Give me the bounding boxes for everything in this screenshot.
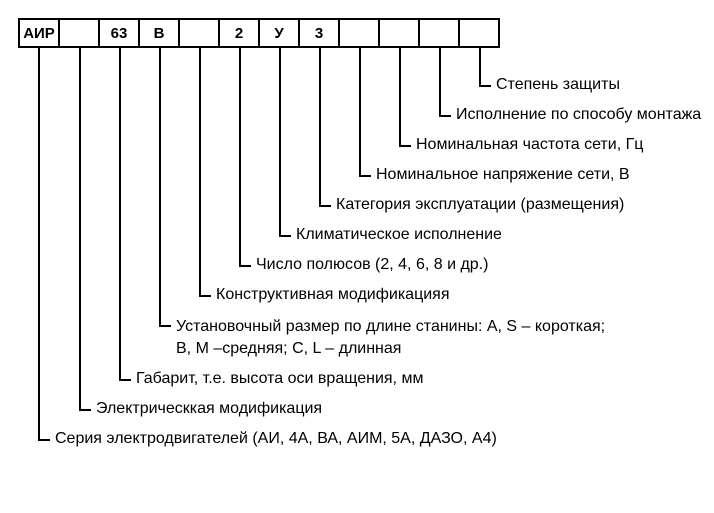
- connector-hline-7: [319, 205, 331, 207]
- cell-text-6: У: [274, 25, 283, 42]
- designation-cell-8: [338, 18, 380, 48]
- designation-label-11: Степень защиты: [496, 76, 620, 94]
- connector-vline-0: [38, 48, 40, 440]
- connector-vline-3: [159, 48, 161, 326]
- connector-vline-11: [479, 48, 481, 86]
- designation-label-0: Серия электродвигателей (АИ, 4А, ВА, АИМ…: [55, 430, 497, 448]
- connector-hline-11: [479, 85, 491, 87]
- designation-cell-10: [418, 18, 460, 48]
- cell-text-5: 2: [235, 25, 243, 42]
- designation-cell-9: [378, 18, 420, 48]
- motor-designation-diagram: АИР 63 В 2 У 3 Серия электродвигателей (АИ, 4А…: [0, 0, 714, 513]
- connector-vline-4: [199, 48, 201, 296]
- connector-hline-2: [119, 379, 131, 381]
- connector-vline-6: [279, 48, 281, 236]
- cell-text-0: АИР: [23, 25, 55, 42]
- connector-vline-10: [439, 48, 441, 116]
- connector-hline-0: [38, 439, 50, 441]
- designation-label-6: Климатическое исполнение: [296, 226, 502, 244]
- connector-vline-8: [359, 48, 361, 176]
- designation-cell-5: 2: [218, 18, 260, 48]
- connector-vline-5: [239, 48, 241, 266]
- designation-label-1: Электрическкая модификация: [96, 400, 322, 418]
- designation-cell-3: В: [138, 18, 180, 48]
- designation-label-3: Установочный размер по длине станины: A,…: [176, 316, 676, 360]
- connector-hline-9: [399, 145, 411, 147]
- connector-vline-1: [79, 48, 81, 410]
- cell-text-7: 3: [315, 25, 323, 42]
- connector-hline-10: [439, 115, 451, 117]
- designation-label-5: Число полюсов (2, 4, 6, 8 и др.): [256, 256, 488, 274]
- designation-label-8: Номинальное напряжение сети, В: [376, 166, 630, 184]
- designation-label-9: Номинальная частота сети, Гц: [416, 136, 643, 154]
- connector-vline-7: [319, 48, 321, 206]
- designation-label-7: Категория эксплуатации (размещения): [336, 196, 624, 214]
- designation-cell-7: 3: [298, 18, 340, 48]
- connector-hline-5: [239, 265, 251, 267]
- designation-label-2: Габарит, т.е. высота оси вращения, мм: [136, 370, 423, 388]
- designation-cell-6: У: [258, 18, 300, 48]
- connector-hline-1: [79, 409, 91, 411]
- designation-cell-11: [458, 18, 500, 48]
- designation-label-4: Конструктивная модификацияя: [216, 286, 450, 304]
- designation-cell-2: 63: [98, 18, 140, 48]
- connector-hline-3: [159, 325, 171, 327]
- designation-label-10: Исполнение по способу монтажа: [456, 106, 701, 124]
- connector-hline-4: [199, 295, 211, 297]
- connector-hline-6: [279, 235, 291, 237]
- cell-text-2: 63: [111, 25, 128, 42]
- cell-text-3: В: [154, 25, 165, 42]
- connector-vline-9: [399, 48, 401, 146]
- designation-cell-0: АИР: [18, 18, 60, 48]
- designation-cell-4: [178, 18, 220, 48]
- connector-hline-8: [359, 175, 371, 177]
- connector-vline-2: [119, 48, 121, 380]
- designation-cell-1: [58, 18, 100, 48]
